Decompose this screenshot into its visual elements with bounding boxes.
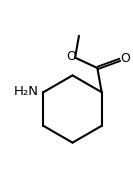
Text: H₂N: H₂N (14, 85, 39, 98)
Text: O: O (66, 50, 76, 63)
Text: O: O (121, 53, 131, 65)
